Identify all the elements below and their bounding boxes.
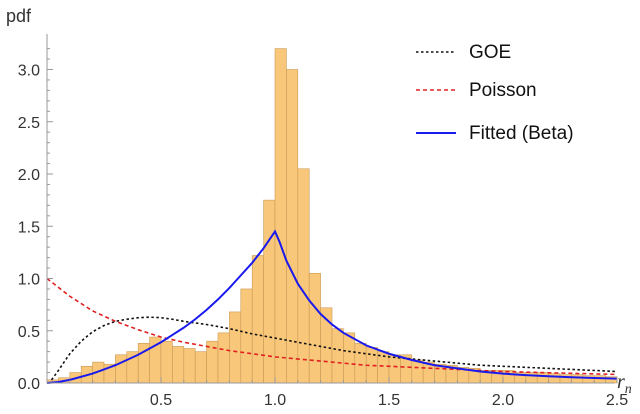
y-tick-label: 1.0 <box>18 272 40 289</box>
curve-fitted-beta <box>46 229 618 384</box>
y-tick-label: 2.5 <box>18 115 40 132</box>
histogram-bar <box>240 288 253 384</box>
histogram-bar <box>183 348 196 384</box>
histogram-bar <box>217 332 230 384</box>
axes: 0.5 1.0 1.5 2.0 2.5 0.0 0.5 1.0 1.5 2.0 2.5 3.0 <box>18 34 628 409</box>
x-tick-label: 1.0 <box>264 392 286 409</box>
histogram-bar <box>411 359 424 384</box>
x-axis-label-main: r <box>617 371 625 393</box>
legend-label-goe: GOE <box>469 42 511 63</box>
x-axis-ticks: 0.5 1.0 1.5 2.0 2.5 <box>46 377 628 409</box>
histogram-bar <box>388 354 401 384</box>
histogram-bar <box>297 168 310 384</box>
histogram-bar <box>525 372 538 384</box>
x-tick-label: 1.5 <box>378 392 400 409</box>
x-tick-label: 2.5 <box>606 392 628 409</box>
y-axis-label: pdf <box>6 6 32 26</box>
histogram-bar <box>331 328 344 384</box>
y-tick-label: 3.0 <box>18 63 40 80</box>
histogram-bar <box>343 332 356 384</box>
histogram-bar <box>593 375 606 384</box>
histogram-bar <box>229 311 242 384</box>
y-tick-label: 0.0 <box>18 376 40 393</box>
legend: GOE Poisson Fitted (Beta) <box>416 42 574 144</box>
y-tick-label: 2.0 <box>18 167 40 184</box>
curve-goe <box>50 316 618 381</box>
histogram-bar <box>115 354 128 384</box>
histogram-bar <box>354 342 367 384</box>
x-axis-label-subscript: n <box>625 382 632 397</box>
histogram-bar <box>160 340 173 384</box>
histogram-bar <box>536 372 549 384</box>
curves <box>46 229 618 384</box>
histogram-bar <box>251 255 264 384</box>
y-axis-ticks: 0.0 0.5 1.0 1.5 2.0 2.5 3.0 <box>18 48 53 393</box>
y-tick-label: 1.5 <box>18 219 40 236</box>
legend-label-fitted-beta: Fitted (Beta) <box>469 123 574 144</box>
histogram-bar <box>172 346 185 384</box>
x-axis-label: rn <box>617 371 632 397</box>
x-tick-label: 2.0 <box>492 392 514 409</box>
histogram-bar <box>571 374 584 384</box>
x-tick-label: 0.5 <box>150 392 172 409</box>
legend-label-poisson: Poisson <box>469 80 537 101</box>
histogram-bar <box>194 351 207 384</box>
histogram-bar <box>286 69 299 384</box>
histogram-bar <box>274 48 287 384</box>
histogram-bar <box>548 373 561 384</box>
histogram-bar <box>308 272 321 384</box>
y-tick-label: 0.5 <box>18 324 40 341</box>
